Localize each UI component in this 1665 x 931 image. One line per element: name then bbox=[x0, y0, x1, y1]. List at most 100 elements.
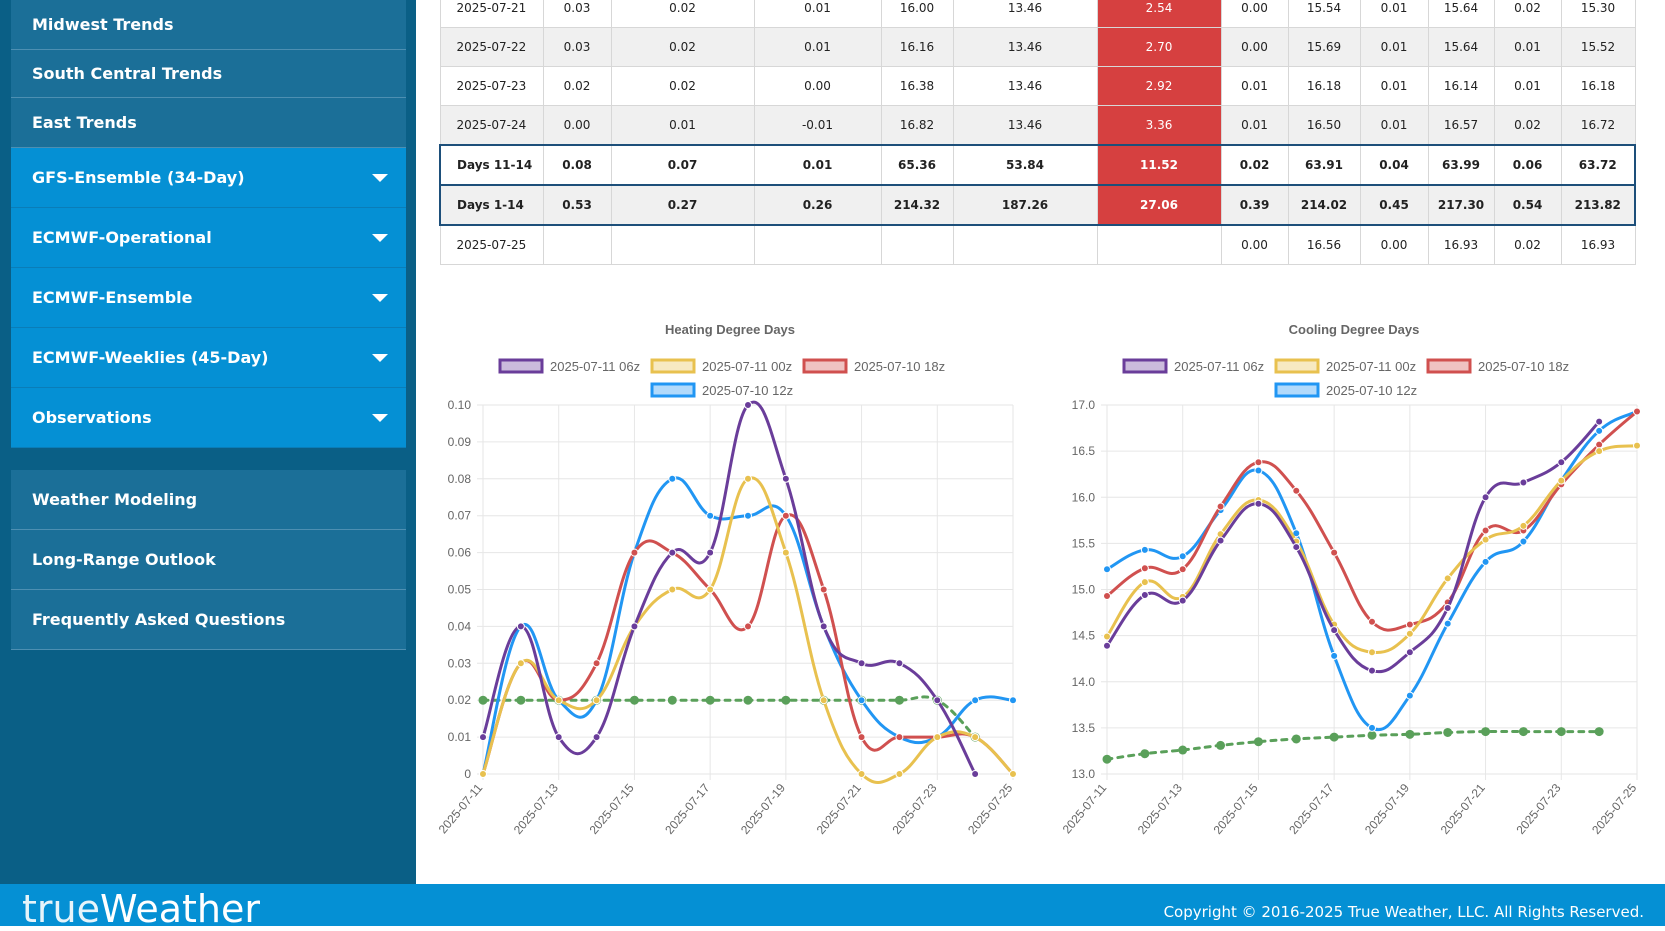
y-tick-label: 0.03 bbox=[448, 656, 472, 670]
data-point bbox=[1254, 499, 1263, 508]
legend-swatch bbox=[650, 358, 696, 374]
x-tick-label: 2025-07-19 bbox=[1362, 781, 1412, 837]
sidebar-item-ecmwf-weeklies[interactable]: ECMWF-Weeklies (45-Day) bbox=[11, 328, 406, 388]
x-tick-label: 2025-07-17 bbox=[662, 781, 712, 837]
x-tick-label: 2025-07-23 bbox=[1513, 781, 1563, 837]
sidebar-item-ecmwf-ensemble[interactable]: ECMWF-Ensemble bbox=[11, 268, 406, 328]
data-point bbox=[667, 695, 677, 705]
sidebar-item-gfs-ensemble[interactable]: GFS-Ensemble (34-Day) bbox=[11, 148, 406, 208]
y-tick-label: 0 bbox=[464, 767, 471, 781]
data-point bbox=[592, 733, 601, 742]
y-tick-label: 0.07 bbox=[448, 509, 472, 523]
data-point bbox=[706, 548, 715, 557]
series-line bbox=[481, 400, 977, 776]
table-cell: 0.00 bbox=[542, 105, 612, 146]
data-point bbox=[1292, 486, 1301, 495]
data-point bbox=[1443, 603, 1452, 612]
sidebar-item-weather-modeling[interactable]: Weather Modeling bbox=[11, 470, 406, 530]
table-cell: 0.01 bbox=[1493, 27, 1562, 67]
sidebar-item-long-range-outlook[interactable]: Long-Range Outlook bbox=[11, 530, 406, 590]
table-cell: 16.93 bbox=[1560, 224, 1636, 265]
data-point bbox=[1254, 466, 1263, 475]
data-point bbox=[1216, 502, 1225, 511]
truweather-logo[interactable]: trueWeather bbox=[22, 890, 260, 928]
sidebar-item-observations[interactable]: Observations bbox=[11, 388, 406, 448]
table-row: 2025-07-21 0.03 0.02 0.01 16.00 13.46 2.54 0.00… bbox=[439, 0, 1636, 28]
data-point bbox=[1368, 648, 1376, 657]
legend-label: 2025-07-10 12z bbox=[1326, 383, 1417, 398]
data-point bbox=[781, 695, 791, 705]
sidebar-item-south-central-trends[interactable]: South Central Trends bbox=[11, 50, 406, 98]
data-point bbox=[516, 695, 526, 705]
data-point bbox=[1368, 617, 1376, 626]
data-point bbox=[819, 696, 828, 705]
y-tick-label: 16.5 bbox=[1072, 444, 1096, 458]
data-point bbox=[516, 659, 525, 668]
x-tick-label: 2025-07-21 bbox=[1438, 781, 1488, 837]
y-tick-label: 0.09 bbox=[448, 435, 472, 449]
sidebar-item-midwest-trends[interactable]: Midwest Trends bbox=[11, 0, 406, 50]
data-point bbox=[1633, 441, 1641, 450]
data-point bbox=[1330, 626, 1339, 635]
data-point bbox=[1481, 727, 1491, 737]
table-cell: 214.02 bbox=[1287, 184, 1361, 226]
data-point bbox=[1009, 770, 1017, 778]
table-cell: 0.03 bbox=[542, 0, 612, 28]
data-point bbox=[1292, 543, 1301, 552]
y-tick-label: 15.5 bbox=[1072, 536, 1096, 550]
table-cell: 13.46 bbox=[952, 105, 1098, 146]
sidebar-item-label: Observations bbox=[32, 408, 152, 427]
table-cell: 27.06 bbox=[1096, 184, 1222, 226]
y-tick-label: 0.01 bbox=[448, 730, 472, 744]
y-tick-label: 13.5 bbox=[1072, 721, 1096, 735]
legend-label: 2025-07-11 00z bbox=[702, 359, 792, 374]
y-tick-label: 0.02 bbox=[448, 693, 472, 707]
table-cell: 16.00 bbox=[880, 0, 954, 28]
data-point bbox=[1481, 535, 1490, 544]
data-point bbox=[1178, 745, 1188, 755]
data-point bbox=[857, 770, 866, 778]
table-cell: 0.01 bbox=[1220, 105, 1289, 146]
x-tick-label: 2025-07-15 bbox=[1211, 781, 1261, 837]
table-cell: 2.54 bbox=[1096, 0, 1222, 28]
data-point bbox=[1140, 564, 1149, 573]
data-point bbox=[1518, 727, 1528, 737]
data-point bbox=[1140, 545, 1149, 554]
sidebar-item-faq[interactable]: Frequently Asked Questions bbox=[11, 590, 406, 650]
sidebar-item-east-trends[interactable]: East Trends bbox=[11, 98, 406, 148]
data-point bbox=[1405, 648, 1414, 657]
table-cell-date: 2025-07-23 bbox=[439, 66, 544, 106]
data-point bbox=[706, 511, 715, 520]
table-cell-date: Days 11-14 bbox=[439, 144, 544, 186]
legend-label: 2025-07-11 06z bbox=[550, 359, 640, 374]
data-point bbox=[1254, 458, 1263, 467]
data-point bbox=[1519, 521, 1528, 530]
table-cell: 11.52 bbox=[1096, 144, 1222, 186]
data-point bbox=[781, 548, 790, 557]
table-cell: 16.82 bbox=[880, 105, 954, 146]
data-point bbox=[1368, 723, 1376, 732]
series-line bbox=[481, 513, 1015, 776]
sidebar-item-label: ECMWF-Operational bbox=[32, 228, 212, 247]
table-cell: 0.02 bbox=[610, 0, 755, 28]
table-cell bbox=[610, 224, 755, 265]
table-row: 2025-07-23 0.02 0.02 0.00 16.38 13.46 2.92 0.01… bbox=[439, 66, 1636, 106]
table-cell: 0.54 bbox=[1493, 184, 1562, 226]
data-point bbox=[1519, 478, 1528, 487]
data-point bbox=[706, 585, 715, 594]
table-cell bbox=[1096, 224, 1222, 265]
data-point bbox=[1103, 591, 1111, 600]
logo-text-thin: true bbox=[22, 887, 100, 931]
legend-swatch bbox=[498, 358, 544, 374]
heating-degree-days-chart: Heating Degree Days 2025-07-11 06z 2025-07… bbox=[436, 322, 1017, 837]
y-tick-label: 0.08 bbox=[448, 472, 472, 486]
chevron-down-icon bbox=[372, 353, 388, 362]
data-point bbox=[744, 474, 752, 483]
table-cell: 13.46 bbox=[952, 66, 1098, 106]
sidebar-item-ecmwf-operational[interactable]: ECMWF-Operational bbox=[11, 208, 406, 268]
data-point bbox=[668, 548, 677, 557]
table-cell: 0.53 bbox=[542, 184, 612, 226]
table-cell: 0.02 bbox=[610, 66, 755, 106]
legend-swatch bbox=[802, 358, 848, 374]
data-point bbox=[705, 695, 715, 705]
